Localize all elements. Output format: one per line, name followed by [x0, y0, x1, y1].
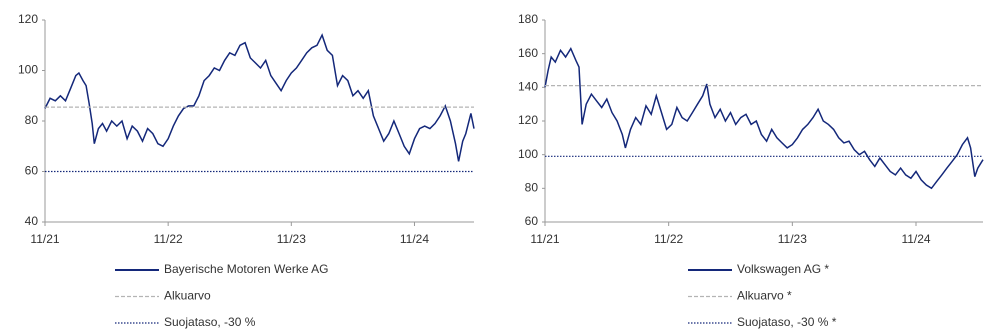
x-tick-label: 11/23	[277, 232, 306, 246]
y-tick-label: 60	[525, 214, 539, 228]
legend-label: Suojataso, -30 % *	[737, 315, 837, 329]
legend-label: Alkuarvo	[164, 289, 211, 303]
x-tick-label: 11/21	[30, 232, 59, 246]
y-tick-label: 160	[518, 46, 538, 60]
y-tick-label: 120	[518, 113, 538, 127]
y-tick-label: 60	[25, 164, 39, 178]
x-tick-label: 11/24	[400, 232, 429, 246]
y-tick-label: 140	[518, 80, 538, 94]
y-tick-label: 180	[518, 12, 538, 26]
y-tick-label: 80	[25, 113, 39, 127]
x-tick-label: 11/21	[530, 232, 559, 246]
x-tick-label: 11/22	[154, 232, 183, 246]
y-tick-label: 100	[18, 63, 38, 77]
series-line	[544, 46, 984, 190]
x-tick-label: 11/23	[778, 232, 807, 246]
y-tick-label: 100	[518, 147, 538, 161]
y-tick-label: 120	[18, 12, 38, 26]
series-line	[44, 33, 475, 162]
legend-label: Volkswagen AG *	[737, 262, 829, 276]
legend-label: Suojataso, -30 %	[164, 315, 256, 329]
y-tick-label: 40	[25, 214, 39, 228]
x-tick-label: 11/22	[654, 232, 683, 246]
y-tick-label: 80	[525, 181, 539, 195]
legend-label: Alkuarvo *	[737, 289, 792, 303]
x-tick-label: 11/24	[901, 232, 930, 246]
legend-label: Bayerische Motoren Werke AG	[164, 262, 329, 276]
